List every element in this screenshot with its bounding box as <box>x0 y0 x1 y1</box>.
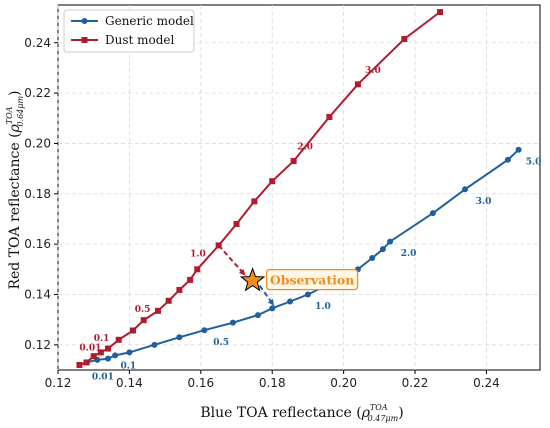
x-tick-label-3: 0.18 <box>259 376 286 390</box>
dust-model-point-17 <box>290 158 297 165</box>
y-axis-symbol-sub: 0.64μm <box>16 96 25 127</box>
generic-model-point-20 <box>462 186 469 193</box>
series-layer <box>76 9 522 368</box>
dust-model-point-10 <box>176 286 183 293</box>
dust-model-point-14 <box>233 221 240 227</box>
x-tick-label-4: 0.20 <box>330 376 357 390</box>
y-tick-label-2: 0.16 <box>24 237 51 251</box>
y-tick-label-1: 0.14 <box>24 287 51 301</box>
observation-star-icon <box>239 267 266 292</box>
plot-area <box>57 4 541 371</box>
y-axis-symbol-sup: TOA <box>5 106 14 124</box>
generic-model-point-17 <box>379 246 386 253</box>
x-tick-label-5: 0.22 <box>402 376 429 390</box>
y-axis-close-paren: ) <box>7 90 23 95</box>
y-axis-title-text: Red TOA reflectance <box>7 142 23 289</box>
generic-model-point-8 <box>201 327 208 334</box>
dust-model-value-label-5: 3.0 <box>365 66 381 76</box>
x-tick-label-6: 0.24 <box>473 376 500 390</box>
generic-model-value-label-3: 1.0 <box>315 302 331 312</box>
observation-label-box <box>265 268 359 291</box>
dust-model-value-label-2: 0.5 <box>135 305 151 315</box>
generic-model-point-5 <box>126 349 133 356</box>
x-tick-label-1: 0.14 <box>116 376 143 390</box>
generic-model-point-7 <box>176 334 183 341</box>
observation-label: Observation <box>270 273 355 288</box>
dust-model-point-7 <box>140 317 147 324</box>
y-tick-label-0: 0.12 <box>24 338 51 352</box>
dust-model-point-8 <box>154 307 161 314</box>
dust-model-point-19 <box>354 81 361 88</box>
generic-model-point-21 <box>504 156 511 163</box>
generic-model-point-6 <box>151 341 158 348</box>
dust-model-point-18 <box>326 114 333 121</box>
dust-model-value-label-1: 0.1 <box>94 334 110 344</box>
generic-model-value-label-6: 5.0 <box>526 157 542 167</box>
y-axis-symbol-rho: ρ <box>7 123 23 133</box>
generic-model-point-18 <box>387 238 394 245</box>
dust-model-value-label-0: 0.01 <box>79 343 101 353</box>
dust-model-point-0 <box>76 361 83 368</box>
dust-model-point-4 <box>104 345 111 352</box>
dust-model-point-11 <box>187 276 194 283</box>
generic-model-point-4 <box>112 352 119 359</box>
y-tick-label-5: 0.22 <box>24 86 51 100</box>
generic-model-point-11 <box>269 305 276 312</box>
generic-model-point-10 <box>254 312 261 319</box>
observation-arrow-0 <box>217 244 247 277</box>
dust-model-value-label-4: 2.0 <box>297 143 313 153</box>
generic-model-value-label-4: 2.0 <box>401 249 417 259</box>
dust-model-point-9 <box>165 297 172 304</box>
observation-arrowhead-1 <box>267 298 275 306</box>
y-tick-label-4: 0.20 <box>24 136 51 150</box>
dust-model-point-21 <box>437 9 444 16</box>
dust-model-point-2 <box>90 353 97 360</box>
generic-model-value-label-2: 0.5 <box>213 338 229 348</box>
y-axis-title: Red TOA reflectance (ρTOA 0.64μm) <box>5 90 25 289</box>
dust-model-point-3 <box>97 349 104 356</box>
dust-model-point-6 <box>129 327 136 334</box>
legend-dust-marker <box>81 37 88 43</box>
dust-model-point-20 <box>401 35 408 42</box>
dust-model-line <box>79 11 441 366</box>
x-tick-label-2: 0.16 <box>187 376 214 390</box>
point-labels: 0.010.10.51.02.03.05.00.010.10.51.02.03.… <box>79 0 541 383</box>
observation-arrowhead-0 <box>238 268 246 276</box>
y-tick-label-6: 0.24 <box>24 36 51 50</box>
generic-model-point-22 <box>515 146 522 153</box>
legend-dust-label: Dust model <box>105 33 175 47</box>
dust-model-point-15 <box>251 198 258 205</box>
legend-generic-label: Generic model <box>105 14 194 28</box>
dust-model-point-12 <box>194 266 201 273</box>
x-axis-symbol-sub: 0.47μm <box>368 414 399 423</box>
x-axis-symbol-sup: TOA <box>370 403 388 412</box>
observation-layer: Observation <box>217 244 359 307</box>
generic-model-value-label-5: 3.0 <box>476 197 492 207</box>
ticks: 0.12 0.14 0.16 0.18 0.20 0.22 0.24 0.12 0.14 0.16… <box>24 36 500 390</box>
dust-model-point-16 <box>269 178 276 185</box>
generic-model-point-9 <box>229 319 236 326</box>
dust-model-value-label-3: 1.0 <box>190 250 206 260</box>
generic-model-point-12 <box>287 298 294 305</box>
generic-model-value-label-1: 0.1 <box>120 362 136 372</box>
generic-model-value-label-0: 0.01 <box>92 373 114 383</box>
x-axis-title-text: Blue TOA reflectance <box>200 405 351 421</box>
x-axis-close-paren: ) <box>398 405 403 421</box>
y-tick-label-3: 0.18 <box>24 187 51 201</box>
generic-model-point-13 <box>304 291 311 298</box>
x-axis-symbol-rho: ρ <box>361 405 371 421</box>
generic-model-point-16 <box>369 254 376 261</box>
legend-generic-marker <box>81 18 88 24</box>
dust-model-point-5 <box>115 336 122 343</box>
legend: Generic model Dust model <box>63 9 195 53</box>
generic-model-point-19 <box>429 210 436 217</box>
generic-model-point-3 <box>104 355 111 362</box>
dust-model-value-label-6: 5.0 <box>447 0 463 3</box>
dust-model-point-1 <box>83 359 90 366</box>
x-axis-title: Blue TOA reflectance (ρTOA 0.47μm) <box>200 403 403 423</box>
x-tick-label-0: 0.12 <box>45 376 72 390</box>
